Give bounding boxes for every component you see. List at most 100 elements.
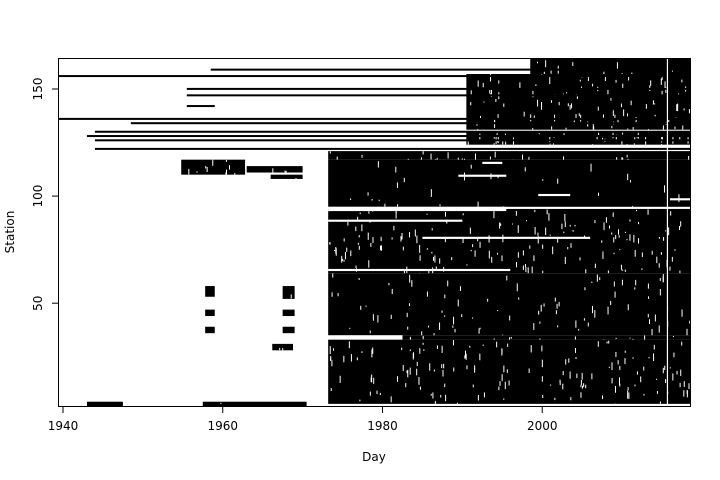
missing-day-gap — [332, 273, 334, 278]
missing-day-gap — [451, 257, 453, 261]
y-tick-label: 100 — [31, 185, 45, 208]
missing-day-gap — [432, 256, 434, 261]
missing-day-gap — [439, 258, 441, 264]
missing-day-gap — [558, 101, 560, 106]
missing-day-gap — [576, 95, 578, 99]
missing-day-gap — [613, 281, 615, 287]
missing-day-gap — [611, 232, 613, 235]
missing-day-gap — [510, 336, 512, 339]
missing-day-gap — [592, 83, 594, 87]
missing-day-gap — [650, 80, 652, 86]
missing-day-gap — [617, 117, 619, 123]
missing-day-gap — [220, 402, 222, 405]
missing-day-gap — [284, 170, 286, 173]
missing-day-gap — [482, 82, 484, 88]
missing-day-gap — [559, 381, 561, 386]
missing-day-gap — [682, 125, 684, 130]
missing-day-gap — [528, 368, 530, 374]
missing-day-gap — [532, 90, 534, 98]
missing-day-gap — [529, 245, 531, 249]
missing-day-gap — [272, 168, 274, 173]
missing-day-gap — [662, 125, 664, 130]
missing-day-gap — [653, 344, 655, 350]
missing-day-gap — [508, 337, 510, 340]
missing-day-column — [666, 59, 669, 406]
missing-day-gap — [546, 209, 548, 215]
missing-day-gap — [688, 155, 690, 160]
missing-day-gap — [641, 252, 643, 258]
missing-day-gap — [564, 221, 566, 228]
missing-day-gap — [683, 381, 685, 387]
missing-day-gap — [479, 133, 481, 141]
missing-day-gap — [668, 118, 670, 123]
missing-day-gap — [631, 72, 633, 74]
missing-day-gap — [619, 365, 621, 370]
missing-day-gap — [282, 348, 284, 351]
missing-day-gap — [603, 71, 605, 74]
missing-day-gap — [430, 153, 432, 160]
missing-day-gap — [615, 351, 617, 358]
missing-day-gap — [576, 373, 578, 379]
station-row-line — [94, 130, 690, 133]
missing-day-gap — [613, 252, 615, 255]
missing-day-gap — [346, 247, 348, 252]
missing-day-gap — [447, 152, 449, 159]
missing-day-gap — [557, 325, 559, 328]
missing-day-gap — [416, 235, 418, 244]
station-row-line — [130, 122, 690, 125]
missing-day-gap — [557, 237, 559, 243]
missing-day-gap — [477, 128, 479, 130]
missing-day-gap — [648, 128, 650, 130]
missing-day-gap — [430, 393, 432, 396]
missing-day-gap — [225, 172, 227, 175]
missing-day-gap — [493, 211, 495, 219]
missing-day-gap — [431, 251, 433, 254]
missing-day-gap — [641, 268, 643, 270]
missing-day-gap — [661, 90, 663, 96]
missing-day-gap — [397, 204, 399, 207]
missing-day-gap — [668, 227, 670, 236]
missing-day-gap — [557, 178, 559, 184]
missing-day-gap — [376, 390, 378, 395]
missing-day-gap — [517, 252, 519, 258]
missing-day-gap — [457, 157, 459, 160]
missing-day-gap — [332, 348, 334, 351]
missing-day-gap — [419, 255, 421, 261]
missing-day-gap — [656, 378, 658, 380]
missing-day-gap — [602, 114, 604, 118]
missing-day-gap — [454, 328, 456, 333]
missing-day-gap — [541, 345, 543, 352]
missing-day-gap — [615, 134, 617, 142]
missing-day-gap — [654, 114, 656, 117]
missing-day-gap — [632, 338, 634, 340]
missing-day-gap — [534, 209, 536, 213]
missing-day-gap — [403, 177, 405, 183]
missing-day-gap — [418, 376, 420, 385]
missing-day-gap — [361, 154, 363, 158]
missing-day-gap — [643, 366, 645, 371]
missing-day-gap — [629, 219, 631, 222]
missing-day-gap — [479, 327, 481, 330]
missing-day-gap — [659, 277, 661, 281]
missing-day-gap — [672, 373, 674, 381]
missing-day-gap — [379, 245, 381, 251]
missing-day-gap — [636, 136, 638, 138]
missing-day-gap — [434, 255, 436, 263]
missing-day-gap — [483, 101, 485, 103]
missing-day-gap — [525, 266, 527, 273]
missing-day-gap — [607, 270, 609, 274]
station-row-line — [94, 147, 690, 150]
missing-day-gap — [467, 141, 469, 145]
missing-day-gap — [524, 167, 526, 172]
missing-day-gap — [615, 385, 617, 393]
missing-day-gap — [661, 75, 663, 81]
missing-day-gap — [538, 133, 540, 135]
missing-day-gap — [503, 365, 505, 373]
missing-day-gap — [279, 347, 281, 350]
missing-day-gap — [578, 328, 580, 331]
missing-day-gap — [436, 157, 438, 160]
missing-day-gap — [405, 383, 407, 388]
missing-day-gap — [636, 371, 638, 375]
missing-day-gap — [500, 223, 502, 226]
missing-day-gap — [368, 260, 370, 268]
